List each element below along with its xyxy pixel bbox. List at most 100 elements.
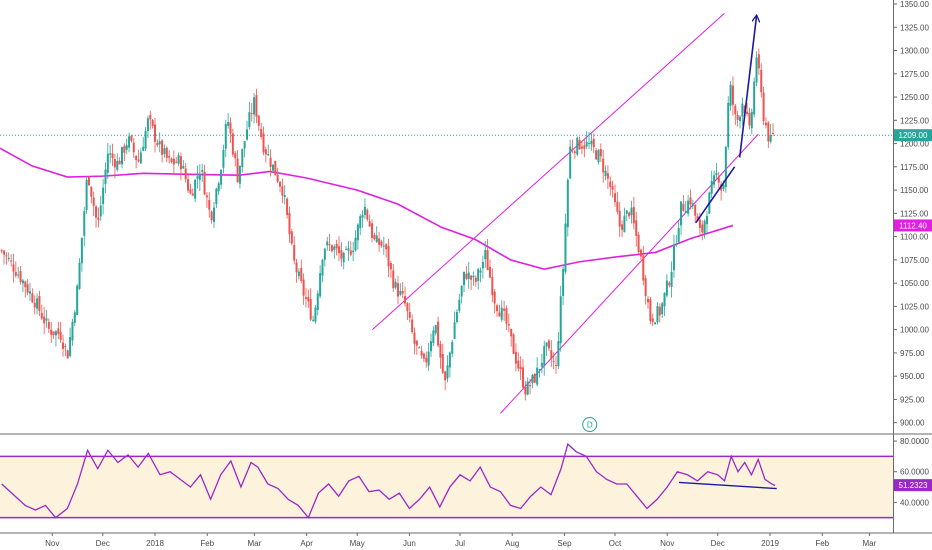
candle-body xyxy=(385,244,388,250)
time-tick-label: Aug xyxy=(505,539,519,548)
price-tick-label: 1050.00 xyxy=(900,279,929,288)
oscillator-tick-label: 60.0000 xyxy=(900,468,929,477)
candle-body xyxy=(399,290,402,295)
candle-body xyxy=(62,342,65,349)
candle-body xyxy=(762,92,765,122)
price-tick-label: 1025.00 xyxy=(900,302,929,311)
channel-upper-line xyxy=(372,12,725,331)
candle-body xyxy=(595,150,598,160)
candle-body xyxy=(621,224,624,230)
candle-body xyxy=(503,308,506,311)
candle-body xyxy=(246,129,249,140)
candle-body xyxy=(57,328,60,335)
candle-body xyxy=(661,303,664,315)
candle-body xyxy=(118,160,121,165)
candle-body xyxy=(427,351,430,366)
candle-body xyxy=(713,175,716,185)
candle-body xyxy=(583,145,586,149)
candle-body xyxy=(31,293,34,303)
candle-body xyxy=(736,114,739,120)
candle-body xyxy=(293,245,296,261)
candle-body xyxy=(321,259,324,276)
candle-body xyxy=(524,386,527,395)
candle-body xyxy=(474,277,477,282)
time-tick-label: Dec xyxy=(711,539,725,548)
candle-body xyxy=(269,157,272,167)
candle-body xyxy=(434,325,437,334)
candle-body xyxy=(40,312,43,319)
candle-body xyxy=(312,319,315,321)
candle-body xyxy=(533,374,536,383)
candle-body xyxy=(644,278,647,297)
candle-body xyxy=(757,54,760,69)
candle-body xyxy=(78,262,81,289)
candle-body xyxy=(154,124,157,142)
candle-body xyxy=(413,332,416,344)
candle-body xyxy=(342,252,345,263)
candle-body xyxy=(109,153,112,155)
price-tick-label: 1300.00 xyxy=(900,47,929,56)
candle-body xyxy=(83,210,86,236)
candle-body xyxy=(12,264,15,272)
candle-body xyxy=(323,248,326,260)
candle-body xyxy=(597,150,600,163)
candle-body xyxy=(7,257,10,259)
candle-body xyxy=(415,340,418,346)
candle-body xyxy=(505,308,508,324)
candle-body xyxy=(552,360,555,363)
candle-body xyxy=(682,203,685,211)
candle-body xyxy=(215,188,218,205)
candle-body xyxy=(651,318,654,322)
candle-body xyxy=(267,153,270,156)
candle-body xyxy=(184,168,187,180)
candle-body xyxy=(691,203,694,206)
candle-body xyxy=(271,164,274,171)
candle-body xyxy=(408,311,411,318)
candle-body xyxy=(769,135,772,142)
candle-body xyxy=(425,357,428,363)
candle-body xyxy=(76,285,79,316)
projection-arrow xyxy=(738,16,757,158)
candle-body xyxy=(90,186,93,197)
candle-body xyxy=(465,273,468,279)
candle-body xyxy=(113,159,116,168)
candle-body xyxy=(85,179,88,210)
candle-body xyxy=(3,250,6,255)
candle-body xyxy=(87,177,90,186)
candle-body xyxy=(66,350,69,359)
candle-body xyxy=(366,209,369,220)
candle-body xyxy=(338,246,341,254)
candle-body xyxy=(158,141,161,145)
candle-body xyxy=(451,341,454,354)
price-tick-label: 1200.00 xyxy=(900,140,929,149)
dividend-marker xyxy=(582,417,598,433)
candle-body xyxy=(172,158,175,165)
candle-body xyxy=(750,111,753,129)
candle-body xyxy=(50,329,53,335)
candle-body xyxy=(194,179,197,199)
candle-body xyxy=(5,255,8,257)
candle-body xyxy=(460,285,463,297)
candle-body xyxy=(484,250,487,260)
candle-body xyxy=(739,116,742,122)
time-tick-label: Jun xyxy=(403,539,416,548)
candle-body xyxy=(161,140,164,155)
candle-body xyxy=(191,193,194,196)
candle-body xyxy=(224,124,227,149)
candle-body xyxy=(639,249,642,257)
candle-body xyxy=(767,122,770,142)
candle-body xyxy=(156,142,159,146)
candle-body xyxy=(286,198,289,215)
candle-body xyxy=(36,298,39,309)
candle-body xyxy=(550,350,553,359)
candle-body xyxy=(144,130,147,149)
candle-body xyxy=(21,280,24,284)
candle-body xyxy=(132,142,135,153)
candle-body xyxy=(647,298,650,303)
candle-body xyxy=(543,346,546,366)
candle-body xyxy=(238,165,241,184)
candle-body xyxy=(717,176,720,183)
candle-body xyxy=(715,172,718,176)
candle-body xyxy=(38,295,41,312)
